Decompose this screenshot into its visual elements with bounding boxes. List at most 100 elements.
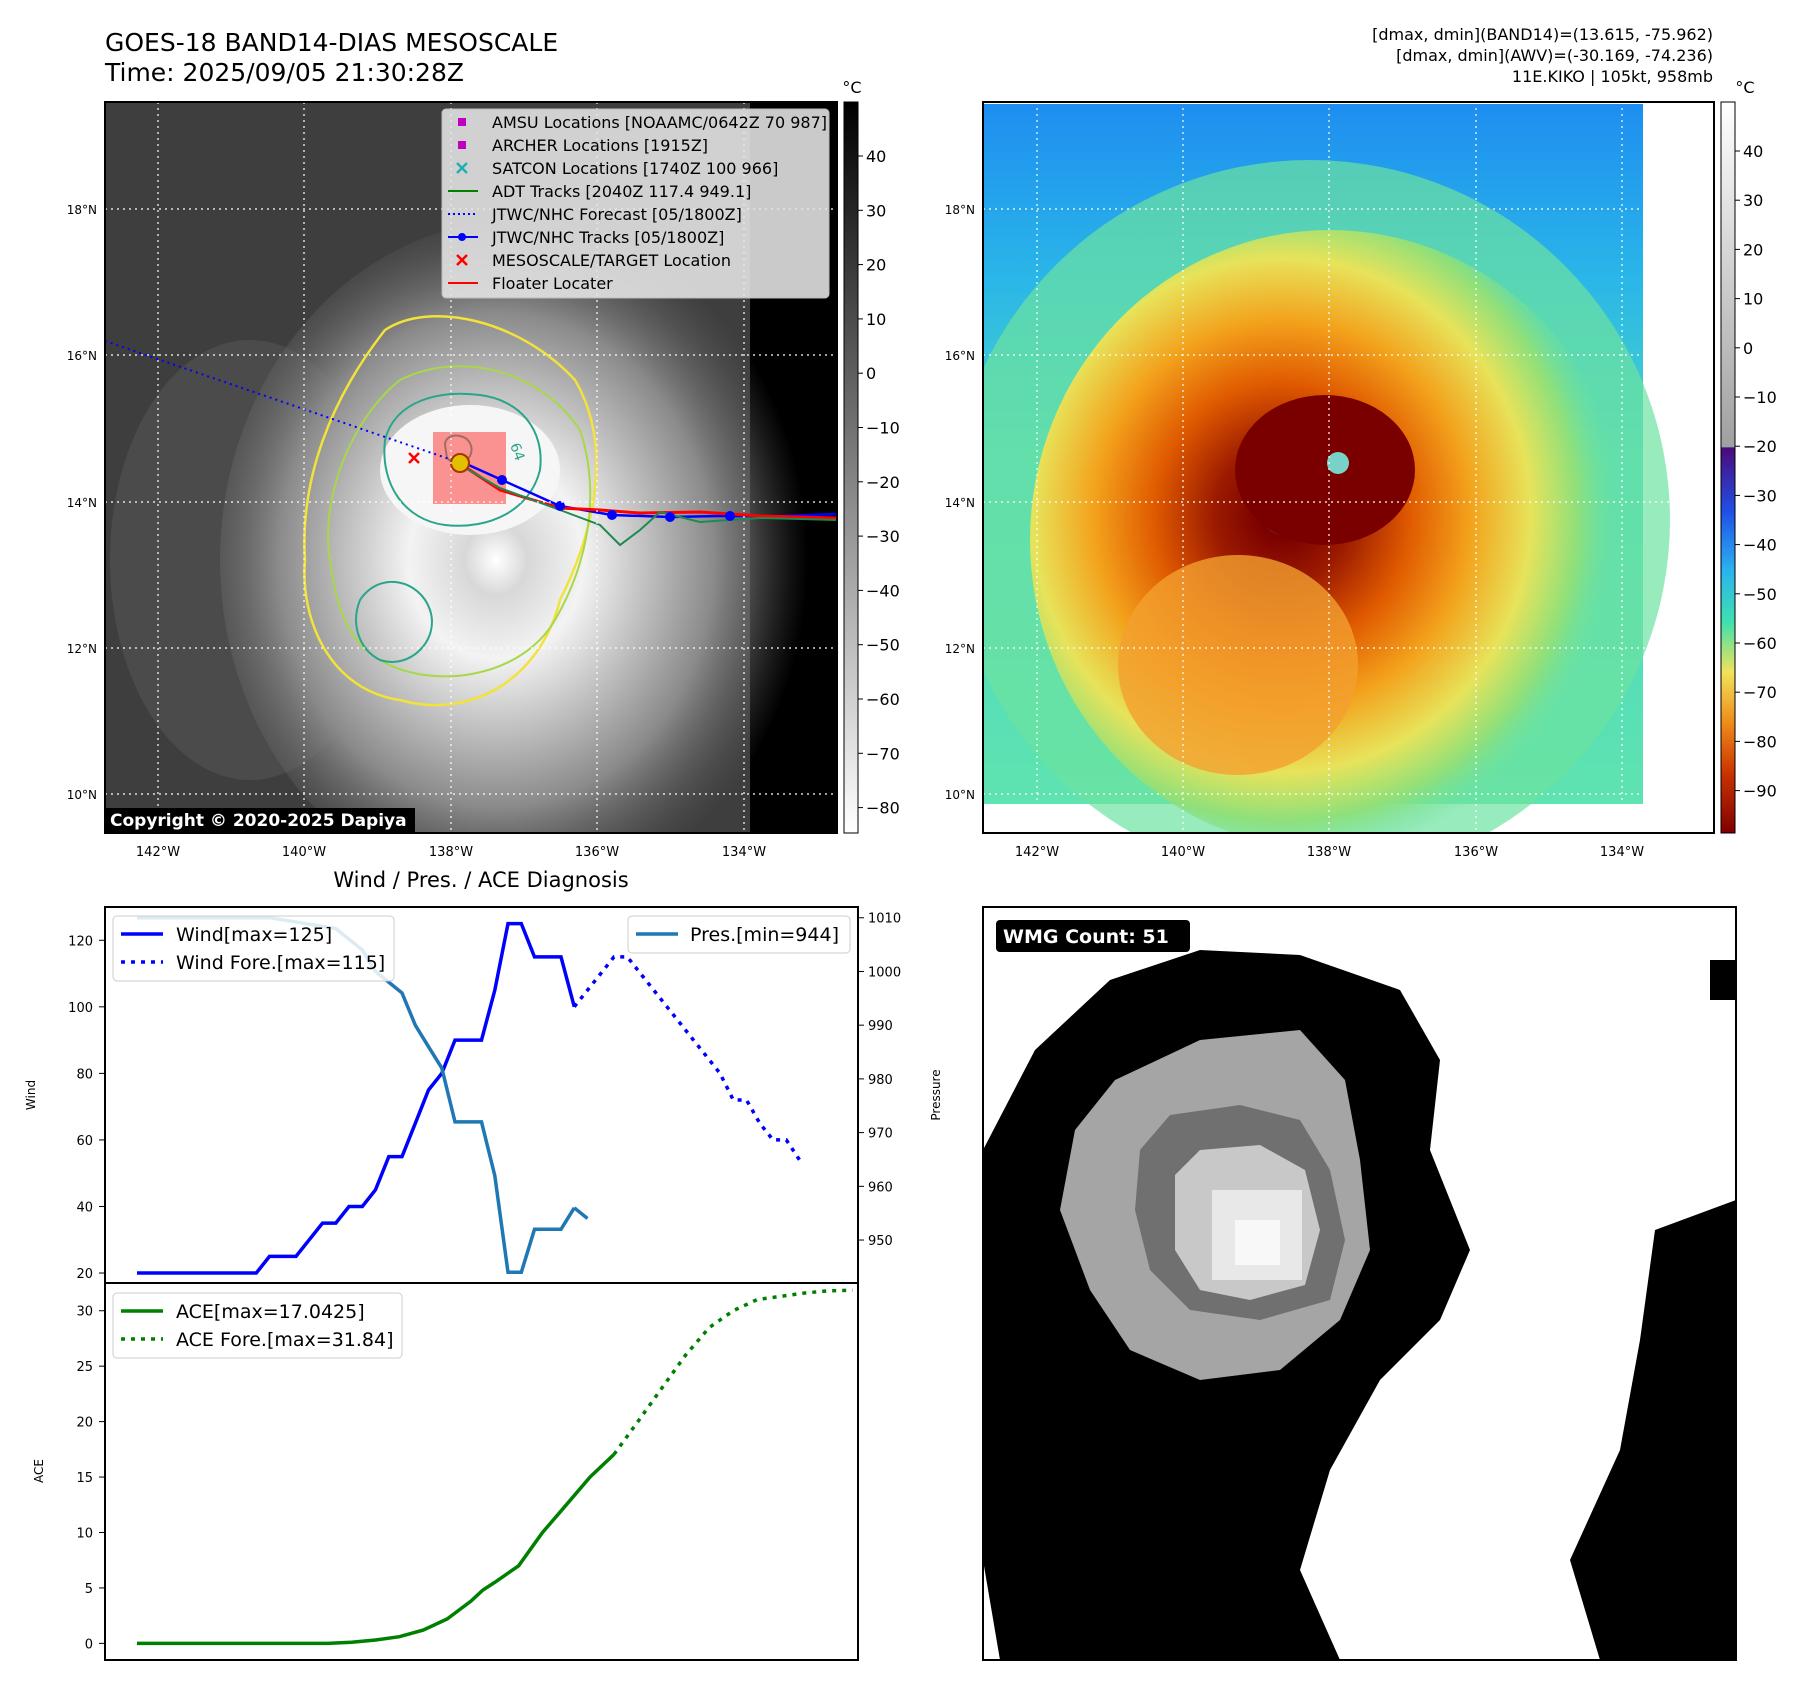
colorbar-tick-label: 40 (1743, 142, 1763, 161)
wind-ytick-label: 80 (76, 1067, 93, 1082)
colorbar-tick-label: −10 (866, 419, 900, 438)
legend-entry-label: Floater Locater (492, 274, 613, 293)
wind-legend-box (112, 915, 395, 982)
awv-lat-labels: 18°N 16°N 14°N 12°N 10°N (945, 203, 975, 802)
colorbar-tick-label: 0 (1743, 339, 1753, 358)
wind-ytick-label: 120 (68, 934, 93, 949)
ir-lon-label-140: 140°W (282, 845, 326, 860)
colorbar-tick-label: 10 (1743, 290, 1763, 309)
wmg-black-region-east (1570, 1200, 1736, 1660)
colorbar-tick-label: −40 (866, 581, 900, 600)
contour-label: 64 (506, 441, 527, 463)
awv-lon-label-136: 136°W (1454, 845, 1498, 860)
ir-lon-label-142: 142°W (136, 845, 180, 860)
colorbar-tick-label: 40 (866, 147, 886, 166)
pressure-ytick-label: 970 (868, 1127, 893, 1142)
ace-ytick-label: 5 (85, 1582, 93, 1597)
wind-legend-label: Wind[max=125] (176, 924, 332, 946)
ir-lon-label-138: 138°W (429, 845, 473, 860)
colorbar-tick-label: −60 (866, 690, 900, 709)
storm-info: 11E.KIKO | 105kt, 958mb (1512, 67, 1713, 86)
diagnosis-panel: Wind / Pres. / ACE Diagnosis 20406080100… (24, 868, 943, 1661)
ir-lat-label-14: 14°N (67, 496, 97, 510)
ace-series-line (137, 1453, 616, 1646)
legend-marker-x (456, 254, 468, 266)
pressure-legend-label: Pres.[min=944] (690, 924, 839, 946)
floater-target-box (433, 432, 506, 504)
band14-colorbar (843, 101, 859, 834)
pressure-legend-box (627, 915, 851, 954)
band14-range: [dmax, dmin](BAND14)=(13.615, -75.962) (1372, 25, 1713, 44)
legend-entry-label: AMSU Locations [NOAAMC/0642Z 70 987] (492, 113, 827, 132)
pressure-axis-label: Pressure (929, 1069, 943, 1120)
colorbar-tick-label: −20 (1743, 437, 1777, 456)
ir-lat-label-18: 18°N (67, 203, 97, 217)
legend-entry-label: JTWC/NHC Forecast [05/1800Z] (491, 205, 742, 224)
colorbar-tick-label: 20 (866, 256, 886, 275)
jtwc-point-2 (497, 475, 507, 485)
jtwc-point-3 (555, 501, 565, 511)
pressure-ytick-label: 1000 (868, 965, 901, 980)
colorbar-tick-label: −30 (866, 527, 900, 546)
awv-lat-label-14: 14°N (945, 496, 975, 510)
awv-band-sw (1118, 555, 1358, 775)
map-legend: AMSU Locations [NOAAMC/0642Z 70 987] ARCH… (441, 108, 830, 299)
wmg-frame (982, 906, 1737, 1661)
ace-ytick-label: 30 (76, 1305, 93, 1320)
ace-legend-box (112, 1292, 403, 1359)
legend-box (441, 108, 830, 299)
pressure-ytick-label: 990 (868, 1019, 893, 1034)
wind-ytick-label: 60 (76, 1134, 93, 1149)
ace-legend-label: ACE[max=17.0425] (176, 1301, 365, 1323)
wind-forecast-series-line (572, 955, 801, 1161)
ace-ytick-label: 10 (76, 1526, 93, 1541)
ace-fore-legend-label: ACE Fore.[max=31.84] (176, 1329, 394, 1351)
legend-entry-label: JTWC/NHC Tracks [05/1800Z] (491, 228, 724, 247)
wind-pressure-plot: 20 40 60 80 100 120 950 960 970 980 990 1000 1010 (68, 912, 901, 1282)
awv-inner-core (1235, 395, 1415, 545)
wmg-black-fragment (1710, 960, 1736, 1000)
copyright-text: Copyright © 2020-2025 Dapiya (110, 811, 407, 831)
awv-lon-labels: 142°W 140°W 138°W 136°W 134°W (1015, 845, 1644, 860)
pressure-ytick-label: 980 (868, 1073, 893, 1088)
mesoscale-target-x (408, 452, 420, 464)
ir-contour-yellow-outer (303, 314, 598, 707)
ir-storm-cloud (220, 220, 820, 833)
colorbar-tick-label: −70 (866, 744, 900, 763)
pressure-legend: Pres.[min=944] (627, 915, 851, 954)
jtwc-point-4 (607, 510, 617, 520)
band14-colorbar-ticks: 40 30 20 10 0 −10 −20 −30 −40 −50 −60 −70 −80 (858, 147, 900, 818)
pressure-ytick-label: 1010 (868, 912, 901, 927)
colorbar-tick-label: 30 (866, 201, 886, 220)
colorbar-tick-label: −80 (866, 799, 900, 818)
forecast-track (105, 340, 459, 463)
colorbar-tick-label: −20 (866, 473, 900, 492)
diagnosis-title: Wind / Pres. / ACE Diagnosis (333, 868, 628, 892)
colorbar-tick-label: 20 (1743, 240, 1763, 259)
legend-entry-label: SATCON Locations [1740Z 100 966] (492, 159, 778, 178)
floater-locater-track (461, 463, 837, 520)
colorbar-tick-label: −50 (866, 636, 900, 655)
ir-map-frame (104, 101, 838, 834)
wind-series-line (137, 921, 576, 1275)
ace-ytick-label: 0 (85, 1637, 93, 1652)
figure-time: Time: 2025/09/05 21:30:28Z (104, 58, 464, 87)
awv-lat-label-12: 12°N (945, 642, 975, 656)
awv-lon-label-142: 142°W (1015, 845, 1059, 860)
wind-legend: Wind[max=125] Wind Fore.[max=115] (112, 915, 395, 982)
wind-ytick-label: 40 (76, 1200, 93, 1215)
colorbar-tick-label: 10 (866, 310, 886, 329)
colorbar-tick-label: −50 (1743, 585, 1777, 604)
ace-axis-label: ACE (32, 1459, 46, 1483)
awv-map-frame (982, 101, 1715, 834)
legend-marker-x (456, 162, 468, 174)
band14-colorbar-unit: °C (842, 78, 861, 97)
colorbar-tick-label: −90 (1743, 782, 1777, 801)
colorbar-tick-label: −30 (1743, 486, 1777, 505)
wind-fore-legend-label: Wind Fore.[max=115] (176, 952, 385, 974)
colorbar-tick-label: −70 (1743, 683, 1777, 702)
awv-lat-label-18: 18°N (945, 203, 975, 217)
pressure-ytick-label: 960 (868, 1180, 893, 1195)
wind-ytick-label: 100 (68, 1001, 93, 1016)
colorbar-tick-label: 0 (866, 364, 876, 383)
